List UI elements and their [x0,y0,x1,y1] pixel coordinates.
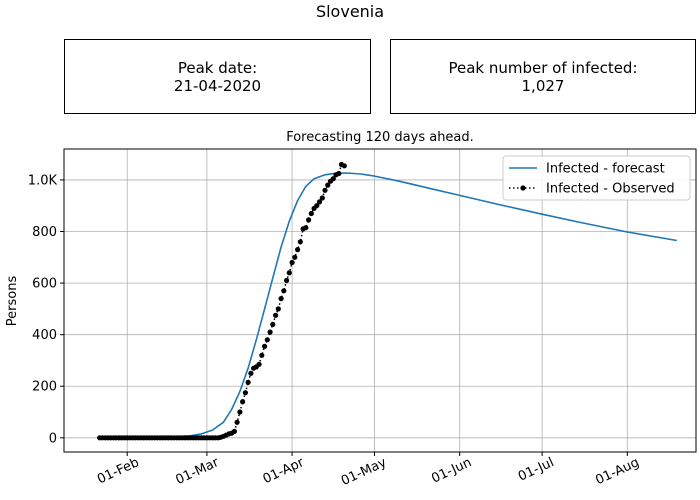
x-tick-label: 01-Apr [261,455,307,487]
observed-point [325,182,331,188]
y-axis-label: Persons [5,276,20,327]
observed-point [278,296,284,302]
observed-point [322,187,328,193]
x-tick-label: 01-Aug [593,455,641,488]
x-tick-label: 01-Mar [173,455,221,488]
observed-point [275,306,281,312]
x-tick-label: 01-Jul [516,455,556,485]
y-tick-label: 800 [32,225,57,240]
observed-point [256,361,262,367]
observed-point [264,337,270,343]
legend-observed-label: Infected - Observed [546,182,675,197]
series-layer [97,161,677,441]
observed-point [242,390,248,396]
observed-point [303,225,309,231]
peak-number-box: Peak number of infected: 1,027 [390,39,696,114]
observed-point [286,270,292,276]
y-tick-label: 600 [32,277,57,292]
observed-point [308,210,314,217]
legend-box [502,155,691,201]
observed-point [297,239,303,245]
peak-date-box: Peak date: 21-04-2020 [64,39,371,114]
chart-title: Forecasting 120 days ahead. [286,130,474,145]
observed-point [259,352,265,358]
observed-point [284,277,290,284]
legend-forecast-label: Infected - forecast [546,162,665,177]
peak-number-label: Peak number of infected: [448,58,638,77]
observed-point [319,195,325,201]
observed-point [267,329,273,335]
x-tick-label: 01-May [339,455,389,489]
x-tick-label: 01-Feb [95,455,141,487]
observed-point [336,170,342,177]
observed-point [314,203,320,209]
observed-point [231,428,237,434]
x-tick-label: 01-Jun [429,455,474,486]
observed-point [316,199,323,205]
observed-point [330,176,336,182]
observed-point [248,370,254,376]
observed-point [289,259,295,266]
legend-observed-marker [520,185,526,191]
observed-point [245,379,251,385]
plot-frame [63,148,697,453]
y-tick-label: 200 [32,380,57,395]
observed-point [270,321,276,327]
y-tick-label: 1.0K [28,173,58,188]
observed-point [240,399,246,405]
observed-point [292,254,298,260]
peak-date-value: 21-04-2020 [173,76,262,95]
axis-ticks: 01-Feb 01-Mar 01-Apr 01-May 01-Jun 01-Jul 01-A… [28,173,642,489]
observed-point [262,343,268,349]
observed-series-line [99,163,345,439]
observed-point [295,247,301,253]
peak-date-label: Peak date: [177,58,258,77]
peak-number-value: 1,027 [521,76,565,95]
observed-point [273,312,279,318]
observed-point [281,288,287,294]
y-tick-label: 0 [49,431,57,446]
figure-title: Slovenia [315,2,385,21]
observed-point [306,217,312,223]
legend: Infected - forecast Infected - Observed [502,155,691,201]
observed-point [237,409,243,415]
observed-point [341,163,347,169]
y-tick-label: 400 [32,328,57,343]
forecast-series-line [99,172,677,439]
observed-point [234,419,240,425]
